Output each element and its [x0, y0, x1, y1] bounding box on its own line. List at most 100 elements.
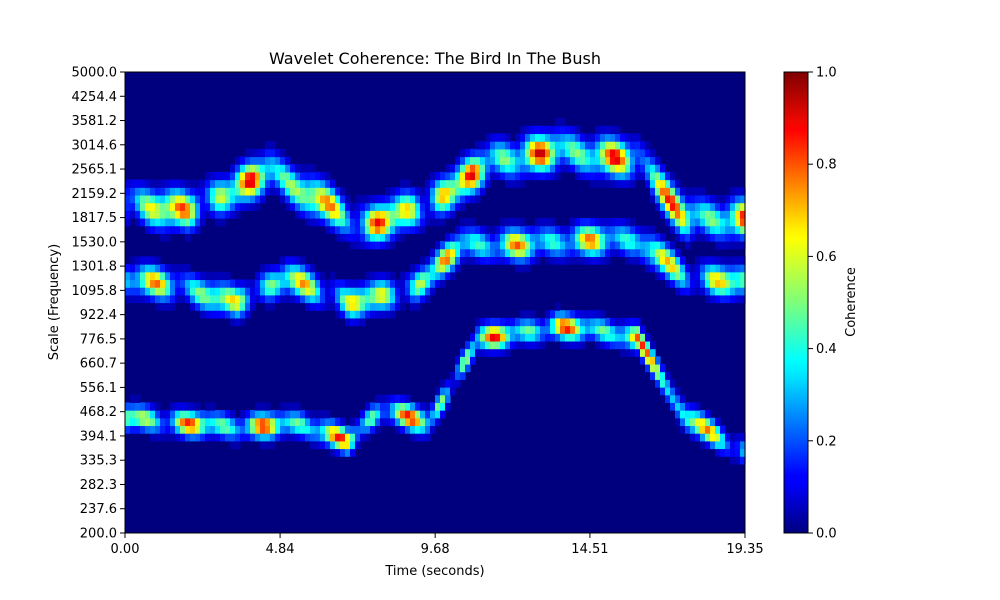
- heatmap-cell: [380, 225, 386, 234]
- heatmap-cell: [490, 241, 496, 250]
- heatmap-cell: [650, 363, 656, 373]
- heatmap-cell: [330, 417, 336, 427]
- heatmap-cell: [385, 202, 391, 211]
- heatmap-cell: [450, 164, 456, 173]
- heatmap-cell: [175, 225, 181, 234]
- heatmap-cell: [650, 241, 656, 250]
- heatmap-cell: [570, 141, 576, 150]
- heatmap-cell: [520, 225, 526, 234]
- heatmap-cell: [700, 187, 706, 196]
- heatmap-cell: [580, 233, 586, 242]
- heatmap-cell: [410, 433, 416, 442]
- heatmap-cell: [360, 241, 366, 250]
- heatmap-cell: [405, 279, 411, 288]
- heatmap-cell: [265, 141, 271, 150]
- heatmap-cell: [365, 425, 371, 434]
- heatmap-cell: [365, 233, 371, 242]
- heatmap-cell: [620, 333, 626, 342]
- heatmap-cell: [145, 402, 151, 411]
- heatmap-cell: [280, 425, 286, 434]
- heatmap-cell: [530, 333, 536, 342]
- heatmap-cell: [195, 202, 201, 211]
- heatmap-cell: [710, 225, 716, 234]
- heatmap-cell: [505, 348, 511, 357]
- heatmap-cell: [620, 156, 626, 165]
- heatmap-cell: [665, 256, 671, 265]
- heatmap-cell: [470, 333, 476, 342]
- heatmap-cell: [225, 410, 231, 419]
- heatmap-cell: [295, 194, 301, 204]
- heatmap-cell: [295, 279, 301, 288]
- heatmap-cell: [265, 433, 271, 442]
- heatmap-cell: [575, 225, 581, 234]
- y-tick-label: 468.2: [80, 405, 117, 420]
- heatmap-cell: [195, 179, 201, 188]
- heatmap-cell: [550, 310, 556, 319]
- heatmap-cell: [675, 394, 681, 403]
- heatmap-cell: [290, 256, 296, 265]
- heatmap-cell: [220, 187, 226, 196]
- heatmap-cell: [405, 194, 411, 204]
- heatmap-cell: [500, 171, 506, 181]
- heatmap-cell: [615, 340, 621, 350]
- heatmap-cell: [215, 210, 221, 219]
- heatmap-cell: [355, 310, 361, 319]
- heatmap-cell: [290, 425, 296, 434]
- heatmap-cell: [195, 217, 201, 227]
- heatmap-cell: [600, 148, 606, 158]
- heatmap-cell: [410, 210, 416, 219]
- heatmap-cell: [575, 340, 581, 350]
- x-axis-label: Time (seconds): [384, 564, 484, 579]
- heatmap-cell: [135, 202, 141, 211]
- heatmap-cell: [650, 225, 656, 234]
- heatmap-cell: [310, 417, 316, 427]
- heatmap-cell: [410, 402, 416, 411]
- heatmap-cell: [390, 302, 396, 311]
- heatmap-cell: [240, 156, 246, 165]
- heatmap-cell: [505, 256, 511, 265]
- heatmap-cell: [390, 241, 396, 250]
- heatmap-cell: [670, 194, 676, 204]
- heatmap-cell: [635, 333, 641, 342]
- heatmap-cell: [480, 248, 486, 257]
- heatmap-cell: [405, 417, 411, 427]
- heatmap-cell: [470, 156, 476, 165]
- heatmap-cell: [280, 433, 286, 442]
- heatmap-cell: [185, 179, 191, 188]
- heatmap-cell: [675, 233, 681, 242]
- heatmap-cell: [465, 248, 471, 257]
- heatmap-cell: [630, 333, 636, 342]
- heatmap-cell: [650, 371, 656, 380]
- heatmap-cell: [685, 417, 691, 427]
- heatmap-cell: [230, 164, 236, 173]
- heatmap-cell: [735, 456, 741, 465]
- heatmap-cell: [275, 433, 281, 442]
- heatmap-cell: [260, 279, 266, 288]
- heatmap-cell: [365, 417, 371, 427]
- heatmap-cell: [335, 294, 341, 304]
- heatmap-cell: [315, 202, 321, 211]
- heatmap-cell: [680, 187, 686, 196]
- heatmap-cell: [445, 379, 451, 388]
- heatmap-cell: [305, 425, 311, 434]
- heatmap-cell: [295, 417, 301, 427]
- heatmap-cell: [380, 287, 386, 296]
- heatmap-cell: [230, 440, 236, 450]
- colorbar-tick-label: 0.6: [816, 250, 837, 265]
- heatmap-cell: [135, 194, 141, 204]
- heatmap-cell: [735, 433, 741, 442]
- heatmap-cell: [385, 225, 391, 234]
- heatmap-cell: [265, 264, 271, 273]
- heatmap-cell: [610, 156, 616, 165]
- heatmap-cell: [125, 217, 131, 227]
- heatmap-cell: [125, 264, 131, 273]
- heatmap-cell: [565, 241, 571, 250]
- heatmap-cell: [185, 271, 191, 281]
- heatmap-cell: [225, 179, 231, 188]
- heatmap-cell: [670, 202, 676, 211]
- heatmap-cell: [520, 241, 526, 250]
- heatmap-cell: [735, 448, 741, 457]
- heatmap-cell: [290, 164, 296, 173]
- heatmap-cell: [510, 225, 516, 234]
- heatmap-cell: [305, 179, 311, 188]
